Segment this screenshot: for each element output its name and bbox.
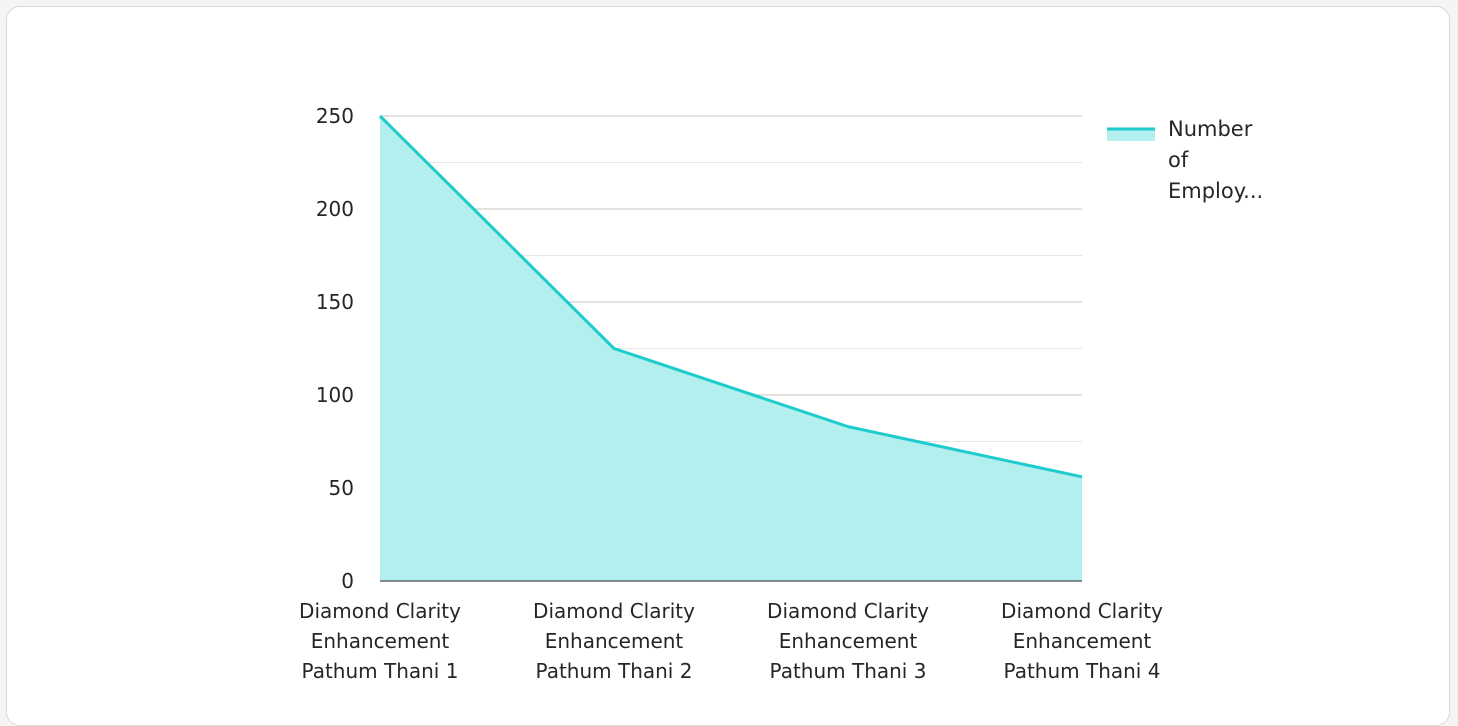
x-tick-label-line: Pathum Thani 3 [770, 659, 927, 683]
y-tick-label: 150 [316, 290, 354, 314]
y-tick-label: 100 [316, 383, 354, 407]
chart-card [6, 6, 1450, 726]
legend-swatch-fill [1107, 129, 1155, 141]
y-tick-label: 200 [316, 197, 354, 221]
x-tick-label: Diamond Clarity Enhancement Pathum Thani 1 [299, 599, 461, 683]
x-tick-label-line: Enhancement [1013, 629, 1152, 653]
series-line [378, 114, 1083, 479]
legend-label: Number of Employ... [1168, 117, 1263, 203]
y-tick-label: 250 [316, 104, 354, 128]
x-tick-label-line: Pathum Thani 4 [1004, 659, 1161, 683]
y-axis-ticks: 0 50 100 150 200 250 [316, 104, 354, 593]
series-area-fill [380, 116, 1082, 581]
x-tick-label: Diamond Clarity Enhancement Pathum Thani 4 [1001, 599, 1163, 683]
legend-label-line: Number [1168, 117, 1253, 141]
x-tick-label-line: Enhancement [311, 629, 450, 653]
x-tick-label: Diamond Clarity Enhancement Pathum Thani 3 [767, 599, 929, 683]
x-tick-label-line: Diamond Clarity [767, 599, 929, 623]
area-chart: 0 50 100 150 200 250 Diamond Clarity Enhanceme… [299, 104, 1263, 683]
legend-label-line: Employ... [1168, 179, 1263, 203]
series-area-group [378, 114, 1083, 581]
legend-label-line: of [1168, 148, 1189, 172]
x-tick-label-line: Diamond Clarity [533, 599, 695, 623]
x-tick-label-line: Enhancement [779, 629, 918, 653]
x-axis-ticks: Diamond Clarity Enhancement Pathum Thani 1… [299, 599, 1163, 683]
legend: Number of Employ... [1107, 117, 1263, 203]
x-tick-label-line: Diamond Clarity [299, 599, 461, 623]
y-tick-label: 0 [341, 569, 354, 593]
x-tick-label-line: Pathum Thani 1 [302, 659, 459, 683]
x-tick-label-line: Pathum Thani 2 [536, 659, 693, 683]
x-tick-label-line: Diamond Clarity [1001, 599, 1163, 623]
x-tick-label-line: Enhancement [545, 629, 684, 653]
y-tick-label: 50 [329, 476, 354, 500]
x-tick-label: Diamond Clarity Enhancement Pathum Thani 2 [533, 599, 695, 683]
